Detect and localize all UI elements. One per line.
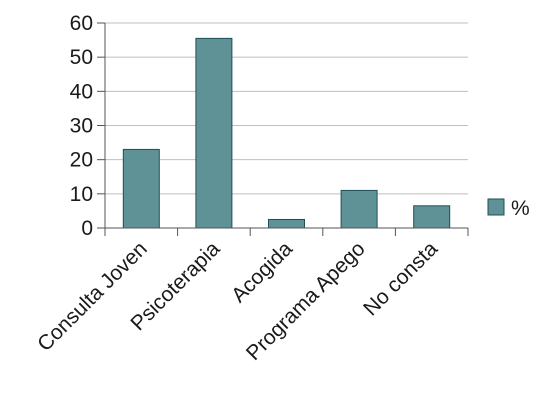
x-tick-label: Consulta Joven [33,237,152,356]
legend-swatch [487,198,505,216]
bar [195,37,233,229]
gridlines [105,22,468,195]
y-tick-label: 60 [70,12,93,35]
legend-label: % [511,197,530,220]
y-tick-label: 40 [70,80,93,103]
y-tick-label: 30 [70,115,93,138]
bar [413,205,451,229]
y-tick-label: 50 [70,46,93,69]
x-tick-label: No consta [359,237,442,320]
y-tick-labels: 0 10 20 30 40 50 60 [70,12,93,240]
y-tick-label: 10 [70,183,93,206]
bars [122,37,451,229]
y-tick-label: 20 [70,149,93,172]
axes [97,22,469,236]
bar [340,189,378,229]
bar [268,218,305,229]
legend: % [487,197,530,220]
bar [122,148,160,229]
x-tick-label: Acogida [227,237,297,307]
y-tick-label: 0 [81,217,93,240]
